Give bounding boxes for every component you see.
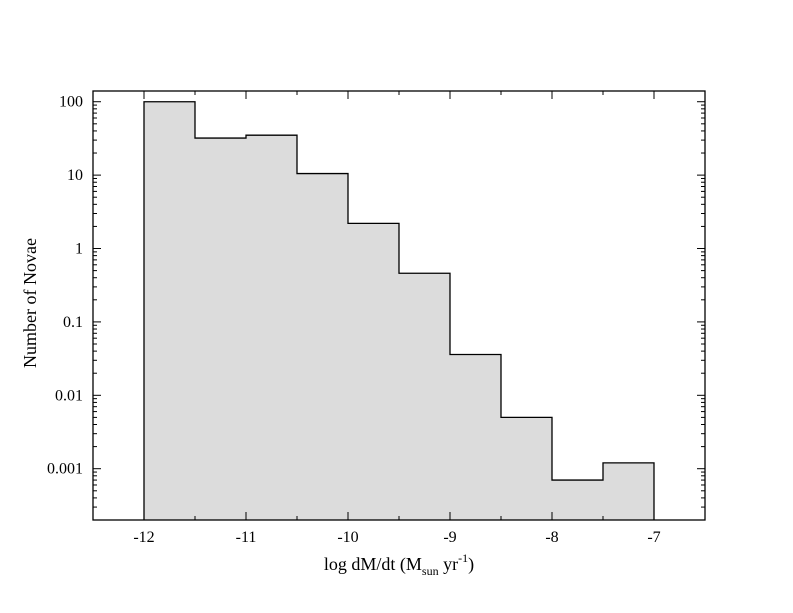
x-axis-title-prefix: log dM/dt (M	[324, 554, 422, 575]
x-axis-title: log dM/dt (Msun yr-1)	[324, 551, 474, 578]
x-axis-title-subscript: sun	[422, 564, 439, 578]
y-tick-label: 0.001	[47, 461, 83, 478]
x-axis-title-suffix: )	[468, 554, 474, 575]
y-tick-label: 0.1	[63, 314, 83, 331]
x-tick-label: -10	[337, 529, 358, 546]
histogram-bar	[603, 462, 655, 520]
x-axis-ticks: -12 -11 -10 -9 -8 -7	[92, 91, 706, 546]
x-tick-label: -7	[647, 529, 660, 546]
x-axis-title-superscript: -1	[458, 551, 468, 565]
y-tick-label: 10	[67, 167, 83, 184]
x-axis-title-middle: yr	[439, 554, 459, 574]
histogram-bar	[246, 135, 298, 520]
histogram-outline	[143, 101, 655, 520]
y-axis-title: Number of Novae	[20, 238, 40, 368]
x-tick-label: -12	[133, 529, 154, 546]
histogram-bar	[552, 480, 604, 520]
histogram-bar	[144, 101, 196, 520]
histogram-bar	[195, 138, 247, 521]
histogram-bar	[501, 417, 553, 520]
histogram-bar	[399, 273, 451, 520]
x-tick-label: -9	[443, 529, 456, 546]
y-tick-label: 100	[59, 94, 83, 111]
histogram-bar	[450, 354, 502, 520]
y-tick-label: 0.01	[55, 387, 83, 404]
histogram-bar	[297, 173, 349, 520]
plot-frame	[92, 90, 706, 521]
x-tick-label: -11	[236, 529, 257, 546]
histogram-bar	[348, 223, 400, 520]
y-tick-label: 1	[75, 241, 83, 258]
x-tick-label: -8	[545, 529, 558, 546]
y-axis-ticks: 100 10 1 0.1 0.01 0.001	[47, 94, 705, 521]
histogram-bars	[143, 101, 655, 521]
